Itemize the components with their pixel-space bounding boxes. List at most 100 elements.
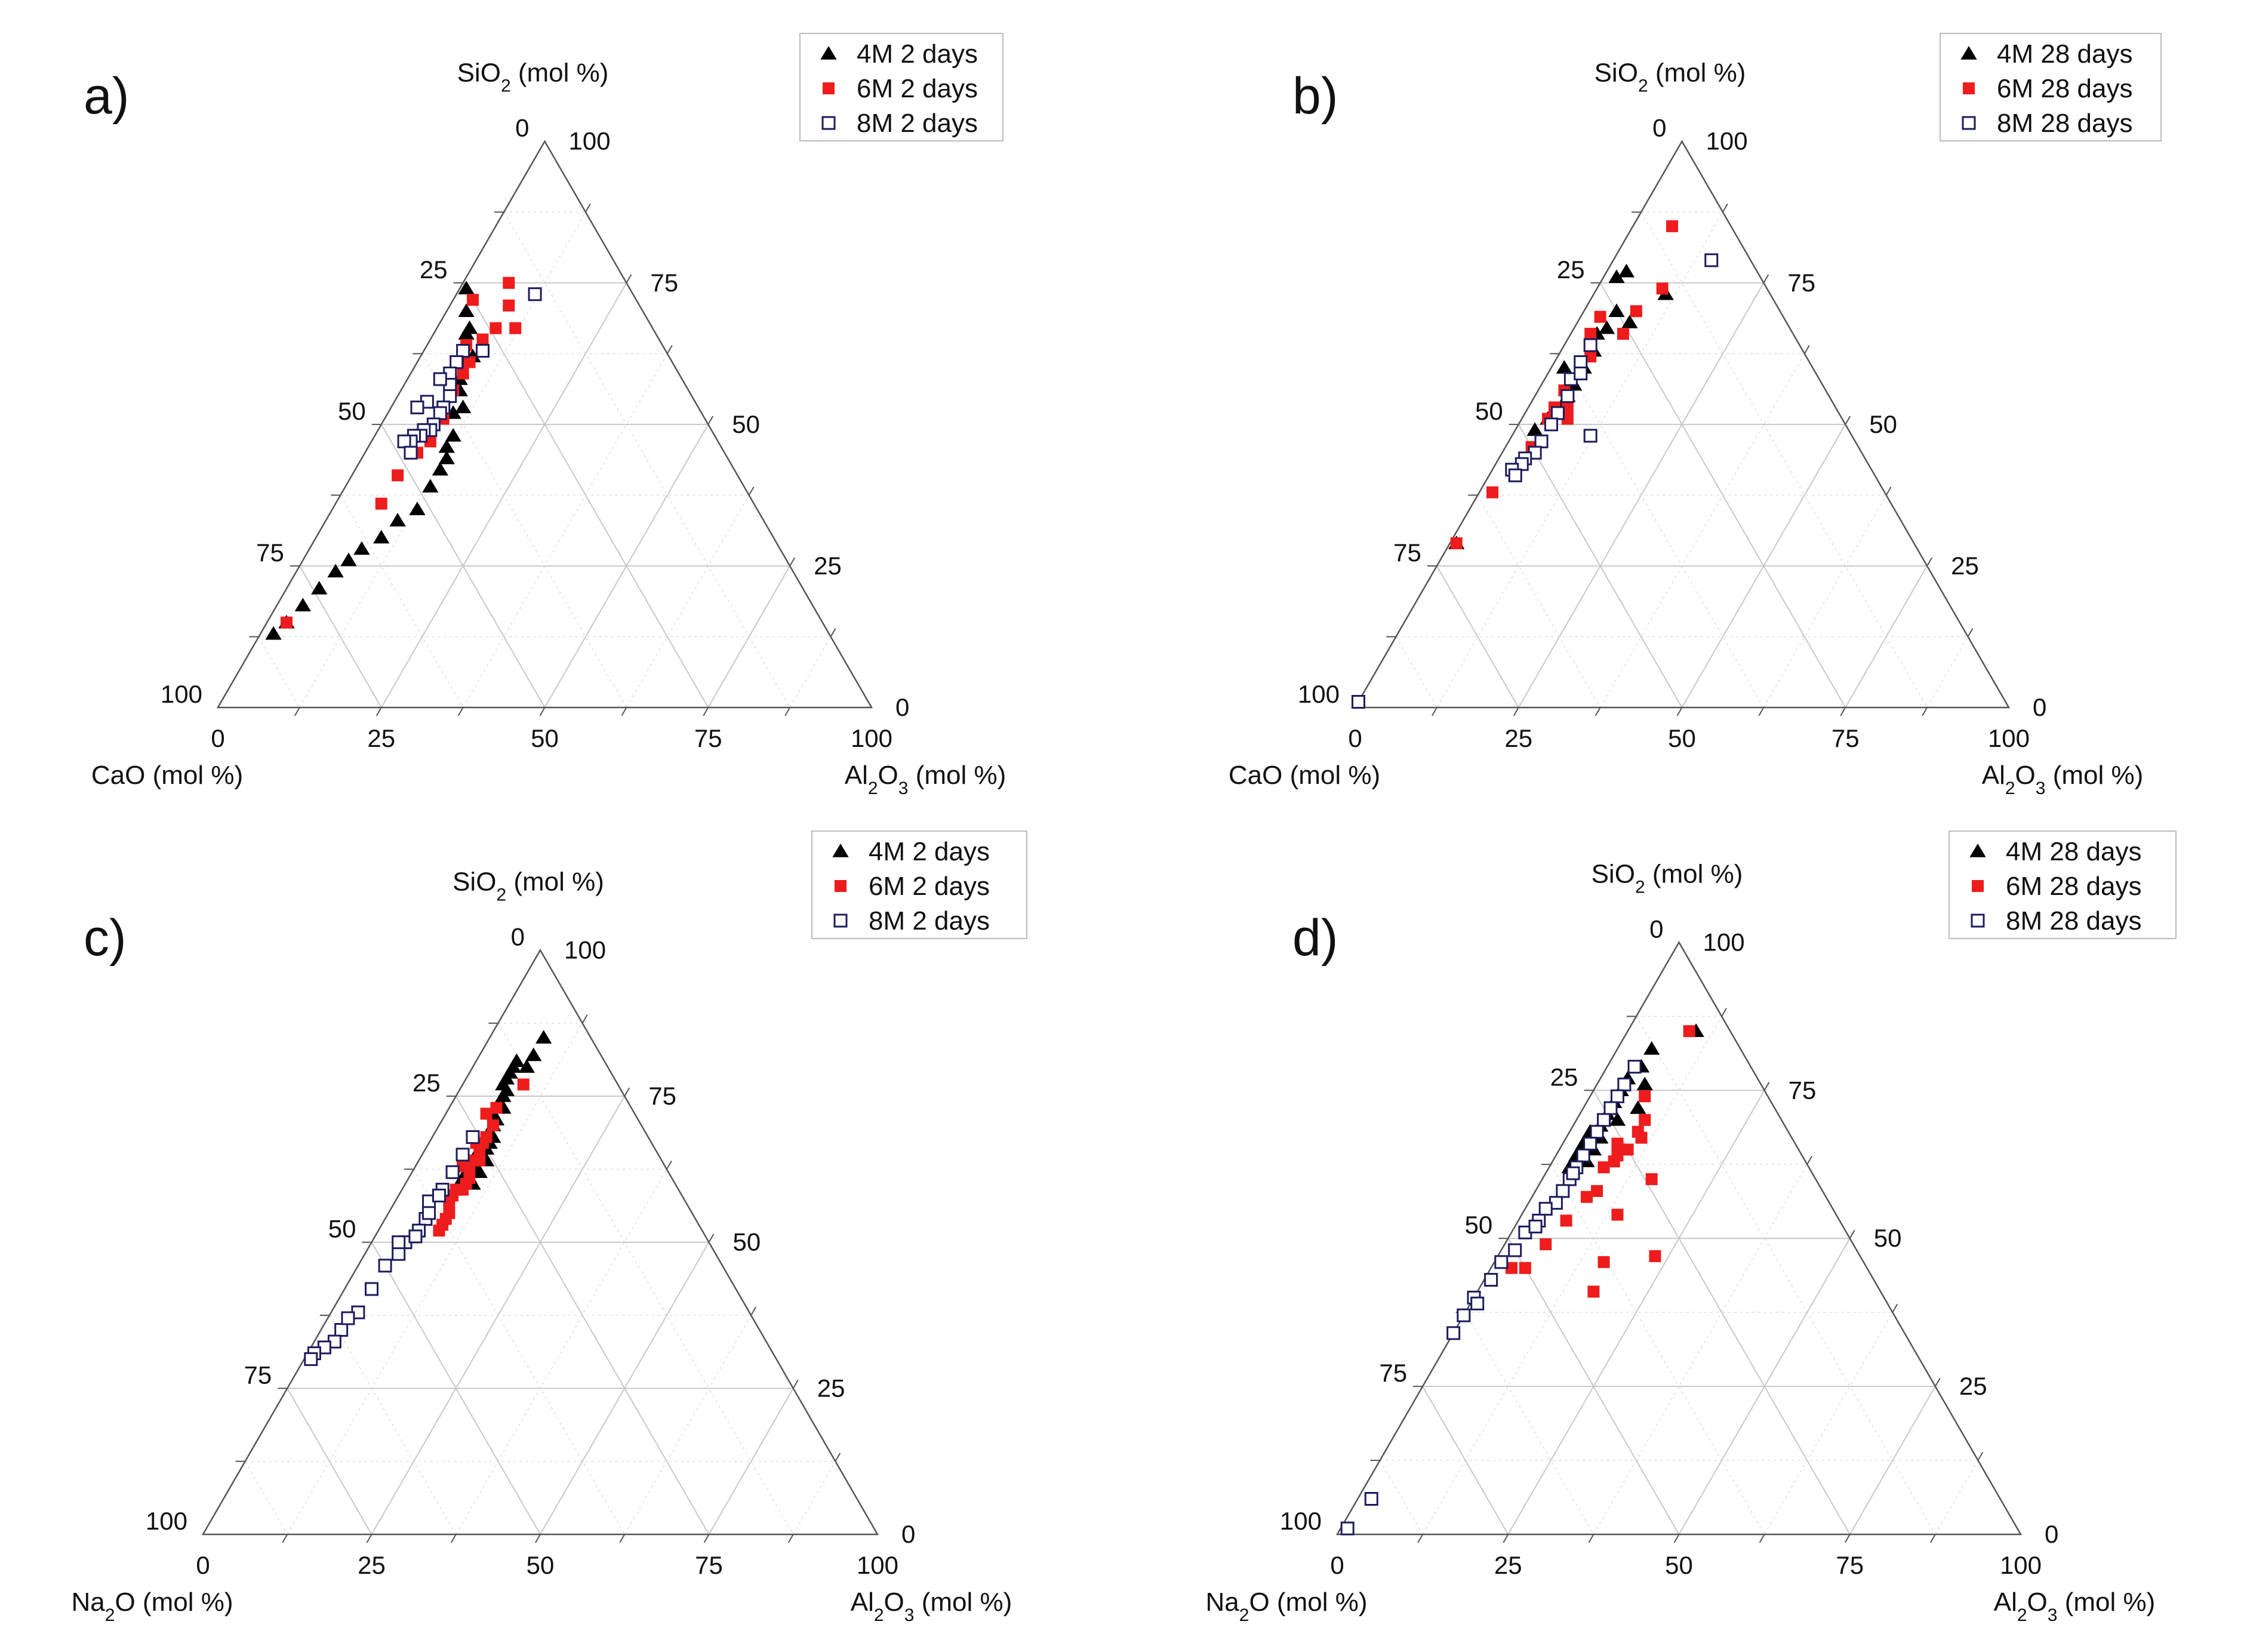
tick-label-right: 100 xyxy=(1703,928,1745,956)
data-point xyxy=(1556,1184,1570,1198)
data-point xyxy=(378,1259,392,1273)
axis-tick xyxy=(1922,707,1928,716)
tick-label-bottom: 75 xyxy=(1836,1551,1864,1579)
data-point xyxy=(1683,1025,1695,1038)
data-point xyxy=(443,1195,455,1208)
axis-tick xyxy=(787,1534,794,1543)
data-point xyxy=(528,287,542,302)
data-point xyxy=(265,626,282,640)
tick-label-bottom: 100 xyxy=(1988,724,2030,752)
grid-line xyxy=(503,211,790,708)
panel-label: a) xyxy=(84,67,129,125)
data-point xyxy=(445,1165,460,1179)
panel-label: b) xyxy=(1292,67,1338,125)
data-point xyxy=(1597,1161,1610,1174)
data-point xyxy=(311,580,328,595)
data-point xyxy=(438,450,455,464)
grid-line xyxy=(1681,424,1846,708)
data-point xyxy=(1556,360,1573,374)
legend-marker xyxy=(1963,82,1975,94)
tick-label-left: 75 xyxy=(256,539,284,567)
data-point xyxy=(471,1164,488,1179)
data-point xyxy=(1590,1125,1604,1139)
data-point xyxy=(1621,315,1638,328)
axis-tick xyxy=(1926,557,1932,567)
tick-label-right: 50 xyxy=(732,410,760,438)
data-point xyxy=(443,389,457,403)
data-point xyxy=(1580,1190,1593,1203)
panel-label: c) xyxy=(84,909,127,967)
data-point xyxy=(1584,328,1597,340)
axis-tick xyxy=(789,557,795,567)
axis-tick xyxy=(784,707,790,716)
data-point xyxy=(1574,355,1588,370)
tick-label-bottom: 0 xyxy=(211,724,224,752)
data-point xyxy=(460,1177,472,1190)
tick-label-right: 100 xyxy=(564,936,606,964)
axis-tick xyxy=(1763,274,1769,284)
grid-line xyxy=(1395,636,1437,708)
tick-label-left: 50 xyxy=(338,397,366,425)
grid-line xyxy=(707,565,790,708)
tick-label-bottom: 100 xyxy=(2000,1551,2042,1579)
tick-label-right: 75 xyxy=(648,1082,676,1110)
grid-line xyxy=(624,1315,752,1535)
data-point xyxy=(509,322,522,334)
data-point xyxy=(475,344,490,358)
tick-label-left: 0 xyxy=(515,114,529,142)
data-point xyxy=(353,541,370,555)
grid-line xyxy=(1436,211,1723,708)
data-point xyxy=(1470,1296,1485,1310)
tick-label-right: 25 xyxy=(1951,552,1979,580)
data-point xyxy=(1484,1273,1498,1287)
data-point xyxy=(525,1047,542,1062)
data-point xyxy=(1457,1308,1471,1322)
grid-line xyxy=(1926,636,1969,708)
grid-line xyxy=(708,1388,794,1535)
axis-tick xyxy=(750,1306,756,1316)
data-point xyxy=(458,303,475,317)
tick-label-left: 100 xyxy=(161,680,202,708)
grid-line xyxy=(626,495,750,708)
data-point xyxy=(457,1160,469,1173)
data-point xyxy=(1560,389,1575,403)
data-point xyxy=(1508,1243,1522,1257)
axis-tick xyxy=(375,707,382,716)
data-point xyxy=(439,1213,452,1225)
data-point xyxy=(432,462,448,476)
data-point xyxy=(1639,1090,1651,1103)
data-point xyxy=(1566,1166,1580,1180)
data-point xyxy=(535,1030,552,1044)
tick-label-right: 50 xyxy=(1874,1224,1902,1252)
axis-tick xyxy=(1849,1229,1855,1239)
axis-tick xyxy=(748,487,755,496)
panel-b: 0 0 0 25 25 25 50 50 50 75 75 75 100 100 100 SiO2 (mol … xyxy=(1229,33,2162,798)
tick-label-bottom: 25 xyxy=(1504,724,1532,752)
axis-tick xyxy=(1885,487,1892,496)
data-point xyxy=(1486,486,1498,499)
data-point xyxy=(1534,434,1549,448)
data-point xyxy=(1608,303,1625,317)
axis-tick xyxy=(1722,203,1728,213)
tick-label-left: 0 xyxy=(1652,114,1666,142)
tick-label-right: 25 xyxy=(814,552,842,580)
grid-line xyxy=(1422,1016,1722,1535)
data-point xyxy=(480,1131,492,1143)
data-point xyxy=(495,1076,512,1091)
data-point xyxy=(1526,422,1543,436)
data-point xyxy=(505,1059,522,1073)
tick-label-bottom: 50 xyxy=(1665,1551,1693,1579)
data-point xyxy=(1611,1208,1624,1221)
tick-label-left: 50 xyxy=(328,1215,356,1243)
tick-label-right: 75 xyxy=(1787,269,1815,297)
axis-tick xyxy=(450,1534,457,1543)
grid-line xyxy=(1849,1386,1936,1535)
grid-line xyxy=(1935,1460,1979,1535)
data-point xyxy=(1364,1492,1378,1506)
data-point xyxy=(1351,695,1365,709)
axis-tick xyxy=(1673,1534,1680,1543)
grid-line xyxy=(371,1242,541,1535)
tick-label-right: 75 xyxy=(650,269,678,297)
